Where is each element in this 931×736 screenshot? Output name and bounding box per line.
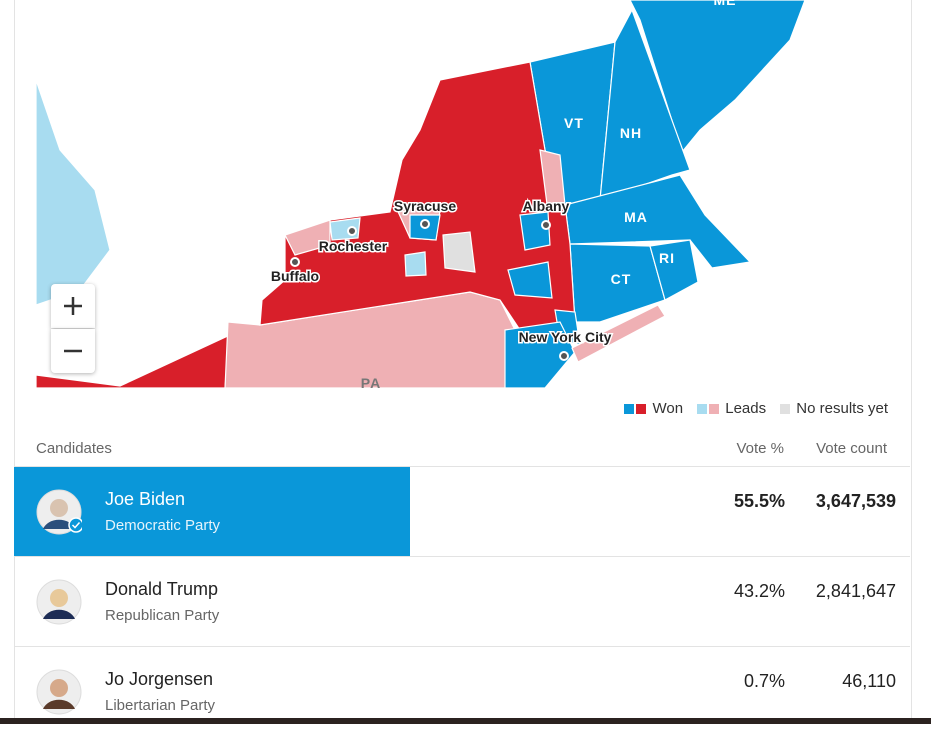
vote-count: 2,841,647 bbox=[815, 581, 896, 601]
plus-icon bbox=[64, 297, 82, 315]
header: Vote % bbox=[736, 440, 784, 457]
city-label: Buffalo bbox=[271, 268, 319, 284]
vote-percent: 43.2% bbox=[733, 581, 785, 601]
vote-percent: 55.5% bbox=[733, 491, 785, 511]
state-label: MA bbox=[624, 209, 648, 225]
city-label: Syracuse bbox=[394, 198, 456, 214]
legend-item: Won bbox=[624, 400, 683, 417]
header: Vote count bbox=[816, 440, 887, 457]
city-label: New York City bbox=[519, 329, 612, 345]
avatar bbox=[36, 669, 82, 715]
candidate-row: Jo Jorgensen Libertarian Party 0.7% 46,110 bbox=[14, 646, 910, 736]
state-label: VT bbox=[564, 115, 584, 131]
candidate-row: Donald Trump Republican Party 43.2% 2,841,6… bbox=[14, 556, 910, 646]
legend: Won Leads No results yet bbox=[624, 400, 888, 417]
legend-item: Leads bbox=[697, 400, 766, 417]
zoom-out[interactable] bbox=[51, 329, 95, 373]
map: ME VT NH MA CT RI PA Syracuse Albany Roc… bbox=[36, 0, 806, 390]
state-label: PA bbox=[361, 375, 381, 390]
candidate-name: Jo Jorgensen bbox=[105, 669, 214, 689]
bottom-bar bbox=[0, 718, 931, 724]
header: Candidates bbox=[36, 440, 112, 457]
card bbox=[14, 0, 912, 718]
candidate-name: Donald Trump bbox=[105, 579, 219, 599]
zoom-in[interactable] bbox=[51, 284, 95, 328]
state-label: CT bbox=[611, 271, 632, 287]
avatar bbox=[36, 489, 82, 535]
vote-percent: 0.7% bbox=[743, 671, 785, 691]
party: Republican Party bbox=[105, 607, 220, 624]
state-label: ME bbox=[714, 0, 737, 8]
city-label: Rochester bbox=[319, 238, 388, 254]
legend-label: Leads bbox=[725, 400, 767, 417]
city-label: Albany bbox=[523, 198, 570, 214]
state-label: NH bbox=[620, 125, 642, 141]
legend-label: No results yet bbox=[796, 400, 888, 417]
avatar bbox=[36, 579, 82, 625]
candidate-row: Joe Biden Democratic Party 55.5% 3,647,539 bbox=[14, 466, 910, 556]
party: Libertarian Party bbox=[105, 697, 216, 714]
candidate-name: Joe Biden bbox=[105, 489, 186, 509]
party: Democratic Party bbox=[105, 517, 221, 534]
vote-count: 46,110 bbox=[842, 671, 896, 691]
vote-count: 3,647,539 bbox=[815, 491, 896, 511]
minus-icon bbox=[64, 349, 82, 353]
state-label: RI bbox=[659, 250, 675, 266]
legend-item: No results yet bbox=[780, 400, 888, 417]
legend-label: Won bbox=[652, 400, 684, 417]
